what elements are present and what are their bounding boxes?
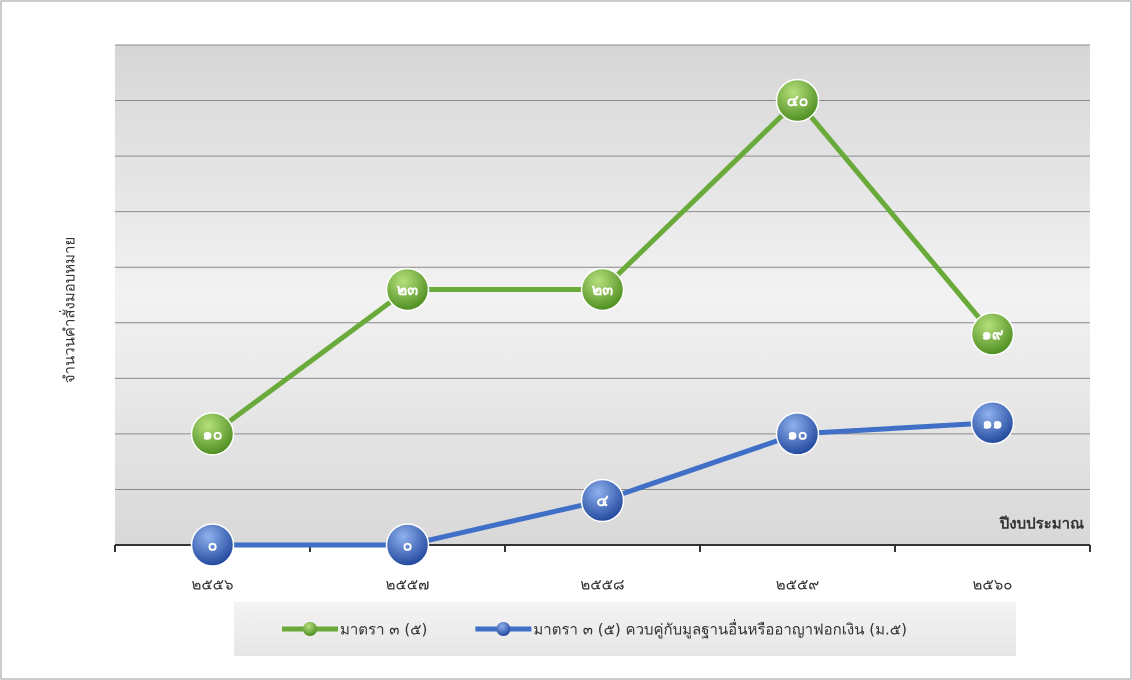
legend-marker [303, 622, 317, 636]
data-label: ๑๑ [982, 413, 1002, 432]
data-label: ๑๐ [788, 424, 808, 443]
data-point [190, 523, 235, 567]
data-point [190, 412, 235, 456]
data-point [580, 267, 625, 312]
data-point [970, 401, 1015, 445]
data-label: ๔๐ [787, 91, 809, 110]
y-axis-title: จำนวนคำสั่งมอบหมาย [59, 237, 79, 383]
data-label: ๐ [208, 536, 218, 555]
x-axis-title: ปีงบประมาณ [999, 515, 1084, 533]
data-point [385, 267, 430, 312]
data-point [385, 523, 430, 567]
x-tick-label: ๒๕๕๖ [191, 576, 233, 594]
legend-label: มาตรา ๓ (๕) [340, 621, 427, 639]
data-point [970, 312, 1015, 356]
x-tick-label: ๒๕๖๐ [973, 576, 1013, 594]
data-label: ๑๙ [982, 324, 1004, 343]
x-tick-label: ๒๕๕๘ [580, 576, 624, 594]
legend-label: มาตรา ๓ (๕) ควบคู่กับมูลฐานอื่นหรืออาญาฟ… [533, 619, 907, 639]
x-tick-label: ๒๕๕๗ [386, 576, 430, 594]
data-label: ๐ [403, 536, 413, 555]
data-label: ๔ [596, 491, 608, 510]
data-label: ๒๓ [592, 280, 614, 299]
data-point [775, 412, 820, 456]
x-tick-label: ๒๕๕๙ [776, 576, 820, 594]
data-label: ๑๐ [203, 424, 223, 443]
data-label: ๒๓ [397, 280, 419, 299]
legend-marker [496, 622, 511, 636]
data-point [775, 78, 820, 123]
data-point [580, 478, 625, 523]
legend-box [234, 602, 1016, 656]
